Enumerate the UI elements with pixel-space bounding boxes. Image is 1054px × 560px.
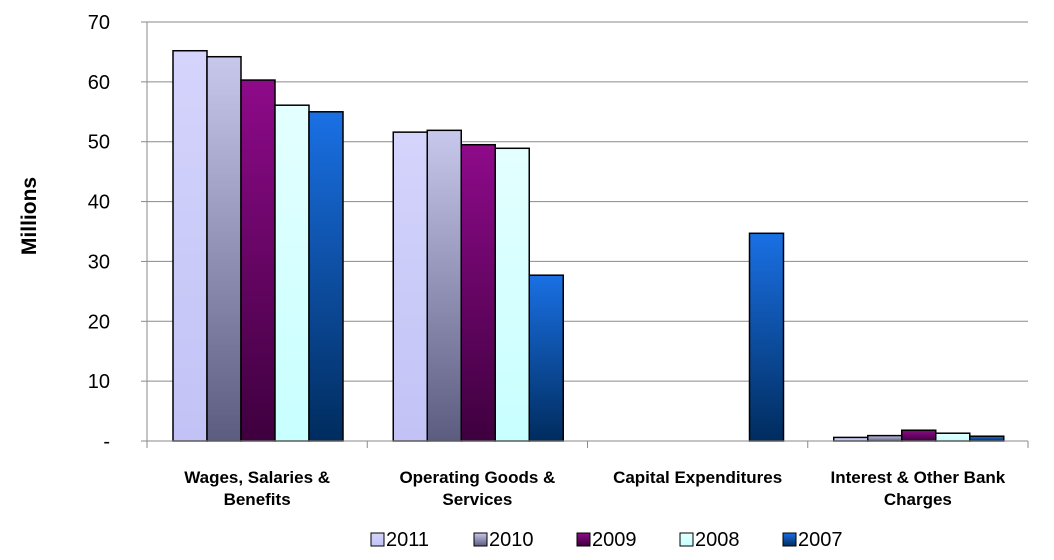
legend-label: 2008	[695, 529, 740, 551]
legend-swatch-2010	[473, 532, 488, 547]
bar-2009-0	[240, 79, 276, 442]
legend-swatch-2009	[576, 532, 591, 547]
y-tick-label: -	[103, 431, 110, 453]
legend-label: 2009	[592, 529, 637, 551]
bar-2009-1	[460, 143, 496, 442]
x-category-labels: Wages, Salaries & Benefits Operating Goods…	[184, 468, 1006, 509]
y-tick-labels: - 10 20 30 40 50 60 70	[88, 12, 110, 453]
bar-2007-1	[528, 274, 564, 442]
bar-2011-3	[833, 436, 869, 442]
y-axis-title: Millions	[18, 177, 41, 255]
legend-label: 2007	[798, 529, 843, 551]
legend-label: 2011	[386, 529, 429, 551]
axes	[141, 21, 1029, 448]
bar-2011-0	[172, 49, 208, 442]
bar-2009-3	[901, 429, 937, 442]
y-tick-label: 60	[88, 72, 110, 94]
legend: 2011 2010 2009 2008 2007	[370, 529, 843, 551]
category-label: Wages, Salaries &	[184, 468, 330, 487]
bar-2008-0	[274, 104, 310, 442]
bar-2007-0	[308, 111, 344, 442]
y-tick-label: 20	[88, 311, 110, 333]
category-label: Capital Expenditures	[613, 468, 782, 487]
y-tick-label: 10	[88, 371, 110, 393]
bar-2010-1	[426, 129, 462, 442]
y-tick-label: 40	[88, 192, 110, 214]
category-label: Services	[442, 490, 512, 509]
legend-swatch-2007	[782, 532, 797, 547]
legend-swatch-2011	[370, 532, 385, 547]
bars	[172, 49, 1005, 442]
y-tick-label: 30	[88, 251, 110, 273]
category-label: Benefits	[224, 490, 291, 509]
bar-2007-3	[969, 435, 1005, 442]
bar-2008-1	[494, 147, 530, 442]
category-label: Charges	[884, 490, 952, 509]
bar-2010-3	[867, 434, 903, 442]
legend-label: 2010	[489, 529, 534, 551]
bar-2008-3	[935, 432, 971, 442]
legend-swatch-2008	[679, 532, 694, 547]
bar-2011-1	[392, 131, 428, 442]
y-tick-label: 70	[88, 12, 110, 34]
bar-2007-2	[748, 232, 785, 442]
category-label: Interest & Other Bank	[830, 468, 1005, 487]
category-label: Operating Goods &	[399, 468, 555, 487]
y-tick-label: 50	[88, 132, 110, 154]
bar-2010-0	[206, 55, 242, 442]
